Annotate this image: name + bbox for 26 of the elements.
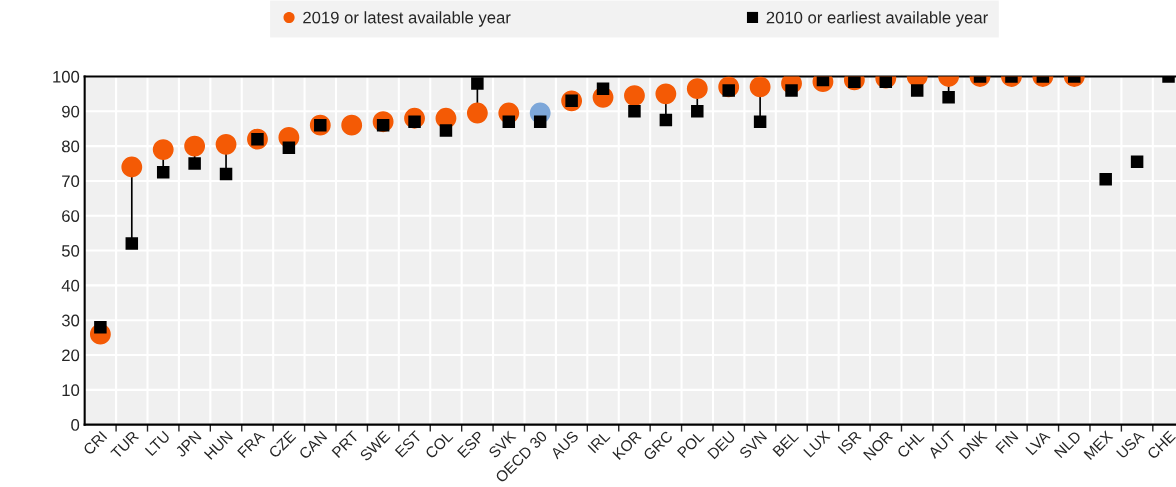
legend-label: 2010 or earliest available year: [766, 11, 988, 27]
y-tick-label: 20: [62, 349, 80, 362]
x-tick-label: LTU: [144, 430, 171, 457]
y-tick-label: 50: [61, 244, 80, 257]
y-tick-label: 100: [53, 70, 80, 83]
x-tick-label: CRI: [82, 430, 108, 456]
y-tick-label: 70: [62, 175, 80, 188]
x-tick-label: USA: [1116, 429, 1146, 459]
x-tick-label: POL: [676, 430, 705, 459]
x-tick-label: COL: [424, 430, 454, 460]
y-tick-label: 60: [62, 210, 80, 222]
x-tick-label: LVA: [1025, 429, 1051, 456]
x-tick-label: BEL: [772, 430, 799, 457]
y-tick-label: 80: [62, 140, 80, 153]
y-tick-label: 30: [61, 314, 80, 327]
y-tick-label: 90: [62, 105, 80, 118]
x-tick-label: TUR: [110, 430, 140, 460]
legend-label: 2019 or latest available year: [303, 11, 511, 27]
x-tick-label: CHL: [896, 430, 925, 459]
x-tick-label: IRL: [587, 430, 611, 454]
y-tick-label: 40: [61, 279, 80, 292]
x-tick-label: FIN: [995, 430, 1019, 454]
y-tick-label: 0: [71, 419, 80, 431]
y-tick-label: 10: [62, 384, 80, 397]
x-tick-label: FRA: [237, 429, 266, 459]
x-tick-label: ISR: [837, 430, 862, 455]
